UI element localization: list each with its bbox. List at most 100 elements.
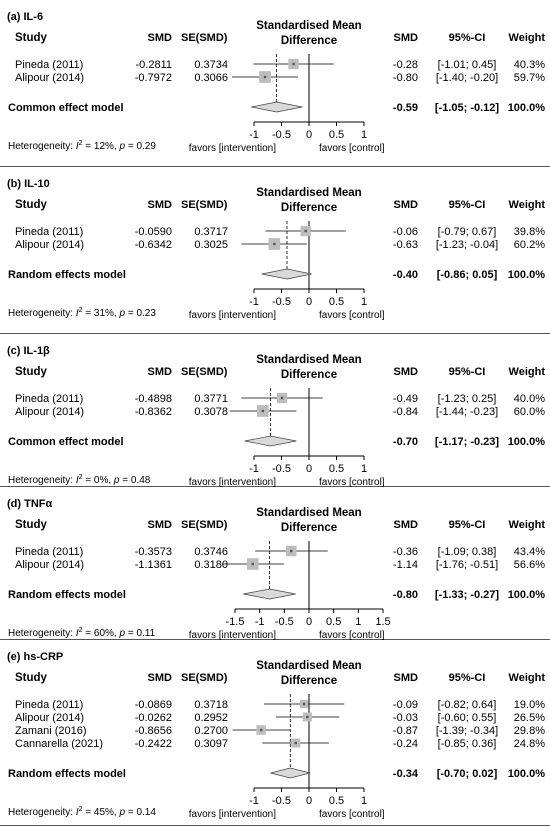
forest-panel: (a) IL-6 Study SMD SE(SMD) Standardised Mean…	[0, 0, 550, 167]
study-weight: 40.3%	[514, 59, 545, 71]
forest-panel: (d) TNFα Study SMD SE(SMD) Standardised Mean…	[0, 487, 550, 641]
study-name: Alipour (2014)	[15, 72, 84, 84]
study-weight: 40.0%	[514, 393, 545, 405]
heterogeneity-p-symbol: p	[118, 628, 125, 639]
heterogeneity-i2-value: = 31%,	[83, 308, 120, 319]
heterogeneity-p-value: = 0.11	[125, 628, 156, 639]
favors-intervention-label: favors [intervention]	[189, 310, 276, 321]
pooled-diamond	[261, 268, 312, 280]
column-header-weight: Weight	[509, 32, 546, 44]
pooled-estimate: -0.40	[393, 269, 418, 281]
x-axis-tick-label: -0.5	[272, 296, 291, 308]
panel-label: (c) IL-1β	[7, 345, 50, 357]
forest-plot-svg: (a) IL-6 Study SMD SE(SMD) Standardised Mean…	[7, 11, 546, 154]
plot-title-line-2: Difference	[281, 369, 337, 381]
plot-title-line-2: Difference	[281, 202, 337, 214]
study-smd: -0.8362	[135, 406, 172, 418]
x-axis-tick-label: 1	[355, 616, 361, 628]
heterogeneity-prefix: Heterogeneity:	[8, 628, 76, 639]
pooled-weight: 100.0%	[508, 102, 546, 114]
pooled-estimate: -0.70	[393, 436, 418, 448]
study-ci: [-1.09; 0.38]	[438, 546, 497, 558]
heterogeneity-p-value: = 0.14	[125, 807, 156, 818]
study-ci: [-0.79; 0.67]	[438, 226, 497, 238]
study-weight: 24.8%	[514, 738, 545, 750]
heterogeneity-i2-value: = 0%,	[83, 475, 114, 486]
x-axis-tick-label: 0	[306, 296, 312, 308]
x-axis-tick-label: 0.5	[329, 129, 344, 141]
x-axis-tick-label: -1	[249, 296, 259, 308]
x-axis-tick-label: 1	[361, 296, 367, 308]
study-weight: 43.4%	[514, 546, 545, 558]
study-name: Cannarella (2021)	[15, 738, 103, 750]
heterogeneity-p-value: = 0.23	[125, 308, 156, 319]
column-header-smd: SMD	[148, 32, 173, 44]
heterogeneity-i2-sup: 2	[79, 806, 83, 813]
heterogeneity-i2-sup: 2	[79, 627, 83, 634]
x-axis-tick-label: -0.5	[272, 129, 291, 141]
study-ci: [-1.01; 0.45]	[438, 59, 497, 71]
heterogeneity-i2-sup: 2	[79, 307, 83, 314]
pooled-estimate: -0.59	[393, 102, 418, 114]
study-estimate: -0.63	[393, 239, 418, 251]
heterogeneity-prefix: Heterogeneity:	[8, 475, 76, 486]
study-se: 0.3717	[194, 226, 228, 238]
pooled-diamond	[244, 435, 297, 447]
column-header-ci: 95%-CI	[449, 366, 486, 378]
column-header-weight: Weight	[509, 519, 546, 531]
forest-panel: (c) IL-1β Study SMD SE(SMD) Standardised Mea…	[0, 334, 550, 488]
x-axis-tick-label: 0	[306, 795, 312, 807]
heterogeneity-i2-sup: 2	[79, 140, 83, 147]
study-se: 0.3025	[194, 239, 228, 251]
pooled-model-label: Common effect model	[8, 436, 124, 448]
pooled-weight: 100.0%	[508, 436, 546, 448]
plot-title-line-2: Difference	[281, 35, 337, 47]
pooled-ci: [-1.17; -0.23]	[435, 436, 500, 448]
heterogeneity-prefix: Heterogeneity:	[8, 308, 76, 319]
study-ci: [-1.44; -0.23]	[436, 406, 498, 418]
study-estimate: -0.24	[393, 738, 418, 750]
favors-control-label: favors [control]	[319, 477, 385, 488]
plot-title-line-2: Difference	[281, 675, 337, 687]
x-axis-tick-label: -1.5	[226, 616, 245, 628]
column-header-study: Study	[15, 199, 48, 211]
forest-panel: (e) hs-CRP Study SMD SE(SMD) Standardised Me…	[0, 640, 550, 826]
forest-plot-svg: (d) TNFα Study SMD SE(SMD) Standardised Mean…	[7, 498, 546, 641]
study-ci: [-0.82; 0.64]	[438, 699, 497, 711]
study-smd: -0.4898	[135, 393, 172, 405]
study-estimate: -1.14	[393, 559, 418, 571]
study-se: 0.3771	[194, 393, 228, 405]
plot-title-line-1: Standardised Mean	[256, 354, 361, 366]
x-axis-tick-label: 0	[306, 616, 312, 628]
heterogeneity-p-symbol: p	[118, 308, 125, 319]
heterogeneity-prefix: Heterogeneity:	[8, 141, 76, 152]
pooled-model-label: Random effects model	[8, 269, 126, 281]
column-header-weight: Weight	[509, 366, 546, 378]
study-name: Pineda (2011)	[15, 546, 83, 558]
heterogeneity-i2-symbol: I	[76, 628, 79, 639]
panel-divider	[0, 487, 550, 640]
pooled-estimate: -0.34	[393, 768, 419, 780]
study-smd: -0.2422	[135, 738, 172, 750]
heterogeneity-p-symbol: p	[118, 141, 125, 152]
study-point	[294, 741, 297, 745]
study-smd: -0.8656	[135, 725, 172, 737]
column-header-study: Study	[15, 519, 48, 531]
study-name: Pineda (2011)	[15, 699, 83, 711]
heterogeneity-i2-value: = 12%,	[83, 141, 120, 152]
study-smd: -0.3573	[135, 546, 172, 558]
plot-title-line-1: Standardised Mean	[256, 20, 361, 32]
pooled-ci: [-1.33; -0.27]	[435, 589, 500, 601]
forest-plot-svg: (b) IL-10 Study SMD SE(SMD) Standardised Mea…	[7, 178, 545, 321]
x-axis-tick-label: -0.5	[272, 795, 291, 807]
study-point	[306, 715, 309, 719]
study-se: 0.3066	[194, 72, 228, 84]
forest-panel: (b) IL-10 Study SMD SE(SMD) Standardised Mea…	[0, 167, 550, 334]
x-axis-tick-label: -0.5	[275, 616, 294, 628]
study-point	[273, 242, 276, 246]
study-ci: [-1.23; -0.04]	[436, 239, 498, 251]
pooled-weight: 100.0%	[508, 589, 546, 601]
study-weight: 29.8%	[514, 725, 545, 737]
study-weight: 60.2%	[514, 239, 545, 251]
column-header-smd-right: SMD	[394, 199, 419, 211]
